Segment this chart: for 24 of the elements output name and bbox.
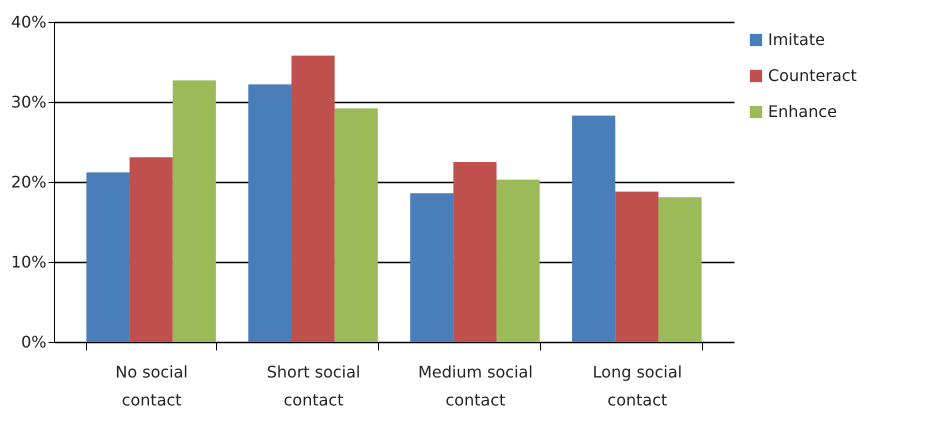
- legend-label: Enhance: [768, 102, 837, 121]
- x-tick-label: Medium social contact: [418, 362, 533, 410]
- bar: [130, 157, 173, 342]
- legend-label: Imitate: [768, 30, 825, 49]
- legend-label: Counteract: [768, 66, 857, 85]
- y-tick-label: 40%: [10, 12, 46, 32]
- bar: [453, 162, 497, 342]
- y-tick-label: 30%: [10, 92, 46, 112]
- x-tick-label: Short social contact: [266, 362, 360, 410]
- y-tick-label: 0%: [21, 332, 46, 352]
- bar: [172, 80, 216, 342]
- y-tick-label: 10%: [10, 252, 46, 272]
- bar: [334, 108, 378, 342]
- bar: [86, 172, 130, 342]
- bar: [410, 193, 454, 342]
- bar: [248, 84, 292, 342]
- bar: [572, 116, 616, 342]
- bar: [496, 180, 540, 342]
- bar: [291, 56, 335, 342]
- bar: [658, 197, 702, 342]
- y-tick-label: 20%: [10, 172, 46, 192]
- x-tick-label: No social contact: [115, 362, 188, 410]
- x-tick-label: Long social contact: [592, 362, 682, 410]
- bar: [615, 192, 658, 342]
